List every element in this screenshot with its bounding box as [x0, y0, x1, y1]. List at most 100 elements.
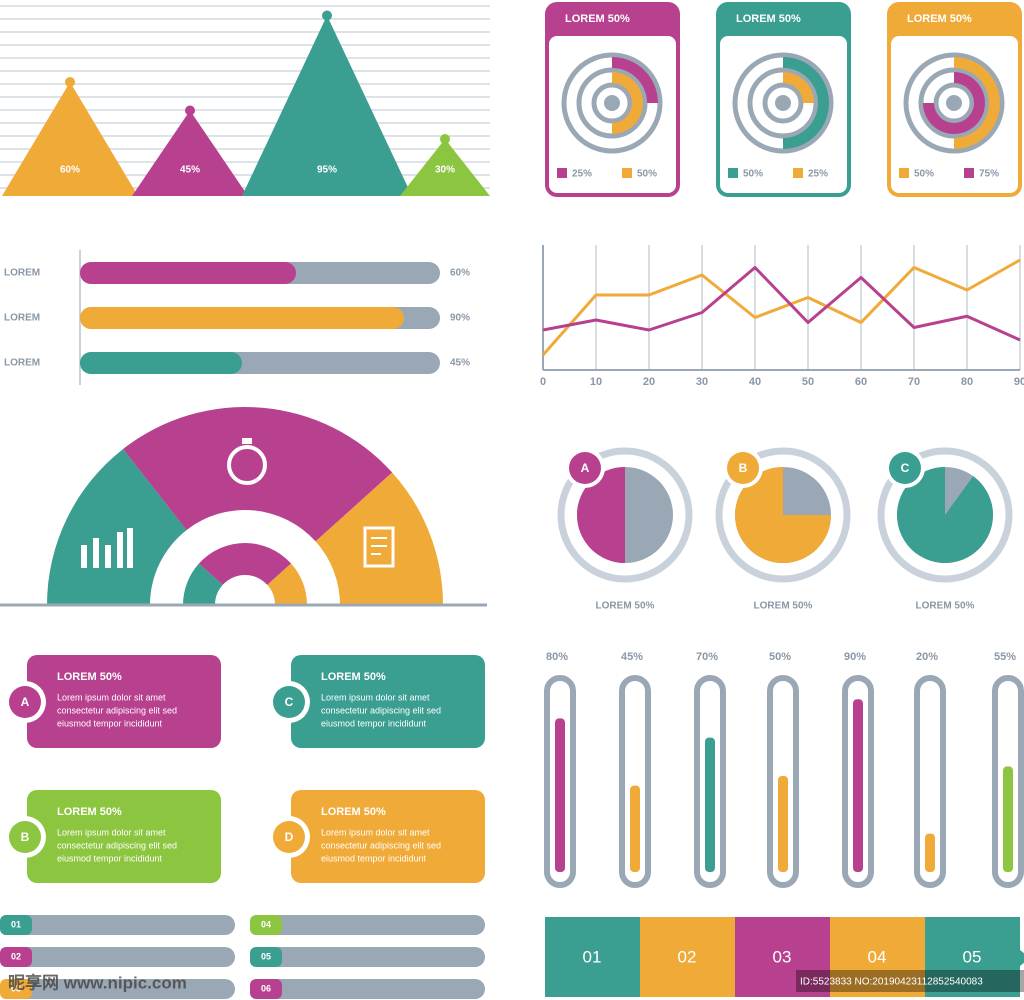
- value-label: 45%: [180, 165, 200, 176]
- x-tick-label: 60: [855, 376, 867, 388]
- value-label: 20%: [916, 651, 938, 663]
- badge-letter: A: [21, 695, 30, 709]
- value-label: 45%: [450, 358, 470, 369]
- badge: [727, 452, 759, 484]
- watermark: ID:5523833 NO:20190423112852540083: [800, 977, 983, 988]
- info-text: eiusmod tempor incididunt: [57, 718, 163, 728]
- step-label: 01: [583, 947, 602, 966]
- info-text: eiusmod tempor incididunt: [57, 853, 163, 863]
- pie-slice: [577, 467, 625, 563]
- info-box: [27, 655, 221, 748]
- tube-fill: [555, 718, 565, 872]
- badge: [889, 452, 921, 484]
- badge: [9, 686, 41, 718]
- legend-swatch: [964, 168, 974, 178]
- step: [640, 917, 745, 997]
- triangle-bar: [2, 82, 138, 196]
- card-title: LOREM 50%: [736, 13, 801, 25]
- progress-label: 02: [11, 951, 21, 961]
- ring: [561, 52, 663, 154]
- pie-caption: LOREM 50%: [916, 601, 975, 612]
- tube: [914, 675, 946, 888]
- legend-label: 50%: [914, 169, 934, 180]
- ring: [933, 82, 975, 124]
- ring: [747, 67, 819, 139]
- gauge-inner: [198, 543, 292, 585]
- donut-arc: [612, 72, 643, 134]
- value-label: 95%: [317, 165, 337, 176]
- value-label: 70%: [696, 651, 718, 663]
- gauge-inner: [267, 563, 307, 605]
- info-box: [27, 790, 221, 883]
- card-title: LOREM 50%: [565, 13, 630, 25]
- x-tick-label: 90: [1014, 376, 1024, 388]
- info-text: eiusmod tempor incididunt: [321, 718, 427, 728]
- icon-chart: [81, 528, 133, 568]
- info-title: LOREM 50%: [321, 671, 386, 683]
- x-tick-label: 30: [696, 376, 708, 388]
- triangle-bar: [132, 110, 248, 196]
- progress-track: [0, 979, 235, 999]
- info-text: Lorem ipsum dolor sit amet: [321, 692, 430, 702]
- value-label: 60%: [450, 268, 470, 279]
- tube-fill: [925, 833, 935, 872]
- x-tick-label: 40: [749, 376, 761, 388]
- legend-label: 25%: [808, 169, 828, 180]
- value-label: 60%: [60, 165, 80, 176]
- tube-fill: [853, 699, 863, 872]
- legend-swatch: [899, 168, 909, 178]
- triangle-bar: [400, 139, 490, 196]
- badge: [273, 821, 305, 853]
- step: [545, 917, 650, 997]
- progress-track: [0, 915, 235, 935]
- legend-swatch: [793, 168, 803, 178]
- legend-label: 25%: [572, 169, 592, 180]
- step-label: 04: [868, 947, 887, 966]
- icon-document: [371, 537, 387, 555]
- info-title: LOREM 50%: [57, 671, 122, 683]
- badge-letter: B: [21, 830, 30, 844]
- info-title: LOREM 50%: [321, 806, 386, 818]
- triangle-peak: [65, 77, 75, 87]
- x-tick-label: 10: [590, 376, 602, 388]
- legend-label: 50%: [637, 169, 657, 180]
- gauge-segment: [123, 407, 393, 542]
- progress-track: [0, 947, 235, 967]
- bar-label: LOREM: [4, 358, 40, 369]
- donut-arc: [923, 72, 985, 134]
- line-series: [542, 266, 1021, 342]
- pie-ring: [877, 447, 1013, 583]
- pie-slice: [735, 467, 831, 563]
- pie-ring: [557, 447, 693, 583]
- tube-fill: [630, 785, 640, 872]
- progress-label: 06: [261, 983, 271, 993]
- triangle-peak: [440, 134, 450, 144]
- info-text: consectetur adipiscing elit sed: [57, 705, 177, 715]
- triangle-bar: [242, 15, 412, 196]
- legend-label: 75%: [979, 169, 999, 180]
- donut-center: [946, 95, 962, 111]
- value-label: 55%: [994, 651, 1016, 663]
- card-title: LOREM 50%: [907, 13, 972, 25]
- progress-tag: [250, 979, 282, 999]
- progress-tag: [0, 979, 32, 999]
- info-text: Lorem ipsum dolor sit amet: [57, 827, 166, 837]
- ring: [762, 82, 804, 124]
- badge: [273, 686, 305, 718]
- progress-label: 05: [261, 951, 271, 961]
- legend-label: 50%: [743, 169, 763, 180]
- info-text: consectetur adipiscing elit sed: [321, 705, 441, 715]
- pie-caption: LOREM 50%: [596, 601, 655, 612]
- legend-swatch: [557, 168, 567, 178]
- progress-label: 01: [11, 919, 21, 929]
- tube-fill: [705, 737, 715, 872]
- ring: [903, 52, 1005, 154]
- icon-stopwatch: [227, 445, 267, 485]
- badge-letter: A: [581, 461, 590, 475]
- legend-swatch: [728, 168, 738, 178]
- tube-fill: [778, 776, 788, 872]
- info-text: eiusmod tempor incididunt: [321, 853, 427, 863]
- progress-tag: [250, 915, 282, 935]
